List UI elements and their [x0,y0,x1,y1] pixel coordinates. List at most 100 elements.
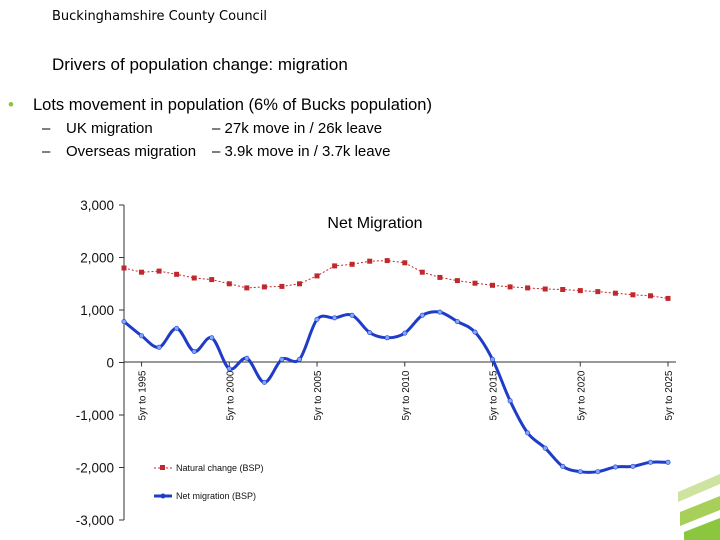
natural-change-point [139,269,144,275]
natural-change-point [156,268,162,274]
natural-change-point [191,275,197,281]
net-migration-point [367,330,373,336]
bullet-dot-icon: • [8,95,14,114]
chart-legend: Natural change (BSP) Net migration (BSP) [150,455,296,513]
legend-net-label: Net migration (BSP) [176,491,256,501]
legend-natural-marker [160,465,165,470]
natural-change-point [507,284,513,290]
natural-change-point [349,261,355,267]
y-tick-label: 3,000 [80,198,114,213]
net-migration-point [279,356,285,362]
natural-change-point [542,286,548,292]
net-migration-series [121,309,671,475]
y-tick-label: -3,000 [76,513,114,528]
slide-title: Drivers of population change: migration [52,55,348,74]
net-migration-point [261,379,267,385]
natural-change-point [174,271,180,277]
sub-item-dash: – [42,143,51,160]
x-axis-ticks: 5yr to 1995 5yr to 2000 5yr to 2005 5yr to … [138,362,675,421]
net-migration-point [139,333,145,339]
natural-change-point [490,282,495,288]
net-migration-point [437,309,443,315]
net-migration-point [560,463,566,469]
natural-change-point [472,280,478,286]
natural-change-point [437,274,443,280]
chart-title: Net Migration [327,215,422,232]
net-migration-point [121,319,127,325]
x-tick-label: 5yr to 1995 [138,370,149,420]
x-tick-label: 5yr to 2000 [225,370,236,420]
natural-change-point [226,281,232,287]
net-migration-point [630,463,636,469]
sub-item-detail: – 3.9k move in / 3.7k leave [212,143,391,160]
natural-change-point [577,288,583,294]
net-migration-point [472,329,478,335]
natural-change-point [244,285,250,291]
net-migration-point [174,325,180,331]
x-tick-label: 5yr to 2005 [313,370,324,420]
net-migration-point [542,445,548,451]
natural-change-line [123,260,669,299]
natural-change-point [630,292,636,298]
natural-change-point [419,269,425,275]
natural-change-point [402,260,408,266]
y-tick-label: -2,000 [76,461,114,476]
sub-item-dash: – [42,120,51,137]
x-tick-label: 5yr to 2020 [576,370,587,420]
sub-item-label: Overseas migration [66,143,197,160]
natural-change-point [648,293,653,299]
net-migration-point [577,469,583,475]
net-migration-point [349,312,355,318]
x-tick-label: 5yr to 2025 [664,370,675,420]
x-tick-label: 5yr to 2015 [489,370,500,420]
natural-change-point [279,283,285,289]
net-migration-point [612,464,618,470]
y-axis-ticks: 3,000 2,000 1,000 0 -1,000 -2,000 -3,000 [76,198,124,528]
net-migration-point [489,356,495,362]
natural-change-point [560,287,566,292]
natural-change-point [454,278,460,284]
y-tick-label: 2,000 [80,251,114,266]
main-bullet-text: Lots movement in population (6% of Bucks… [33,96,432,114]
net-migration-point [332,315,338,321]
natural-change-point [332,263,338,269]
sub-item-detail: – 27k move in / 26k leave [212,120,383,137]
net-migration-point [384,335,390,341]
natural-change-point [525,285,531,291]
net-migration-point [209,335,215,341]
natural-change-point [297,281,302,287]
sub-item-label: UK migration [66,120,153,137]
net-migration-point [595,469,601,475]
net-migration-point [419,312,425,318]
natural-change-point [665,295,671,301]
net-migration-point [454,319,460,325]
y-tick-label: 0 [106,356,114,371]
net-migration-point [191,348,197,354]
natural-change-point [612,290,618,296]
y-tick-label: 1,000 [80,303,114,318]
legend-natural-label: Natural change (BSP) [176,463,264,473]
net-migration-point [244,355,250,361]
legend-net-marker [160,493,166,499]
net-migration-point [402,330,408,336]
net-migration-point [507,398,513,404]
net-migration-point [226,366,232,372]
net-migration-point [665,459,671,465]
natural-change-point [314,273,320,279]
natural-change-point [121,265,127,271]
legend-box [150,455,296,513]
net-migration-point [296,356,302,362]
net-migration-point [314,316,320,322]
natural-change-series [121,258,671,301]
net-migration-point [525,430,531,436]
organization-name: Buckinghamshire County Council [52,9,267,24]
net-migration-point [156,344,162,350]
natural-change-point [595,289,601,295]
natural-change-point [384,258,390,264]
x-tick-label: 5yr to 2010 [401,370,412,420]
natural-change-point [209,277,215,283]
natural-change-point [261,284,267,290]
natural-change-point [367,258,373,264]
y-tick-label: -1,000 [76,408,114,423]
